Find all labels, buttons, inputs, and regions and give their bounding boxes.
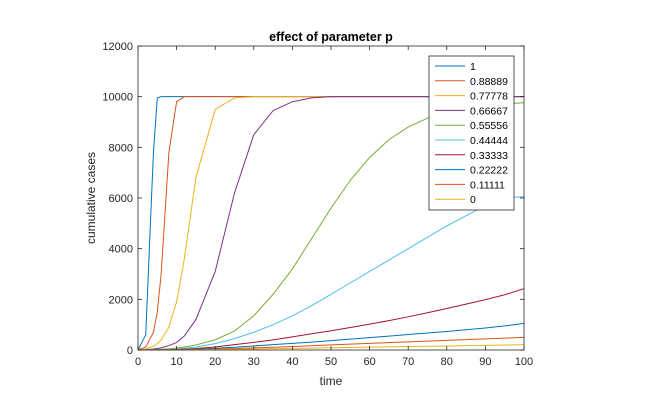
x-tick-label: 10 bbox=[170, 356, 182, 368]
legend-entry-label: 0.77778 bbox=[470, 91, 508, 103]
y-tick-label: 10000 bbox=[102, 92, 133, 104]
x-tick-label: 40 bbox=[286, 356, 298, 368]
x-tick-label: 50 bbox=[325, 356, 337, 368]
legend-entry-label: 0.44444 bbox=[470, 135, 508, 147]
legend-entry-label: 0.88889 bbox=[470, 76, 508, 88]
legend-entry-label: 0.66667 bbox=[470, 105, 508, 117]
y-tick-label: 0 bbox=[127, 345, 133, 357]
y-tick-label: 8000 bbox=[109, 142, 133, 154]
x-tick-label: 20 bbox=[209, 356, 221, 368]
x-tick-label: 30 bbox=[248, 356, 260, 368]
x-tick-label: 90 bbox=[479, 356, 491, 368]
x-tick-label: 60 bbox=[363, 356, 375, 368]
y-axis-label: cumulative cases bbox=[84, 152, 98, 244]
legend-entry-label: 0.22222 bbox=[470, 165, 508, 177]
legend-entry-label: 0.55556 bbox=[470, 120, 508, 132]
x-axis-label: time bbox=[320, 374, 343, 388]
y-tick-label: 4000 bbox=[109, 244, 133, 256]
legend: 1 0.88889 0.77778 0.66667 0.55556 0.44444 0.33… bbox=[428, 55, 515, 211]
legend-entry-label: 0 bbox=[470, 194, 476, 206]
x-tick-label: 70 bbox=[402, 356, 414, 368]
x-tick-label: 100 bbox=[515, 356, 533, 368]
legend-entry-label: 0.11111 bbox=[470, 179, 505, 191]
x-tick-label: 0 bbox=[135, 356, 141, 368]
chart-title: effect of parameter p bbox=[269, 30, 393, 44]
y-tick-label: 6000 bbox=[109, 193, 133, 205]
legend-entry-label: 0.33333 bbox=[470, 150, 508, 162]
y-tick-label: 2000 bbox=[109, 294, 133, 306]
y-tick-label: 12000 bbox=[102, 41, 133, 53]
x-tick-label: 80 bbox=[441, 356, 453, 368]
legend-entry-label: 1 bbox=[470, 61, 476, 73]
